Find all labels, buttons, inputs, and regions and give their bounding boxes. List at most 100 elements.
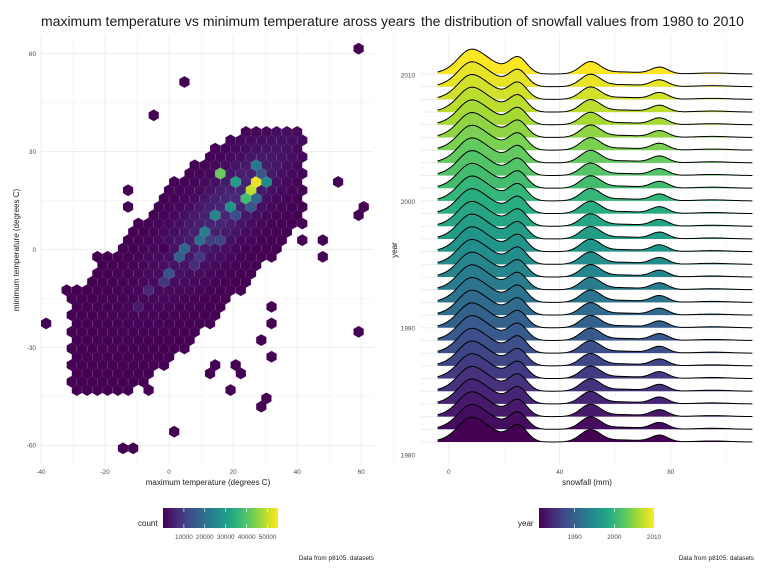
hexbin-x-tick-label: -20 <box>100 469 110 476</box>
hexbin-x-ticks: -40 -20 0 20 40 60 <box>36 469 365 476</box>
ridge-fill-1984 <box>437 379 753 404</box>
hexbin-cell <box>158 275 170 288</box>
hexbin-cell <box>266 350 277 363</box>
ridge-line-1998 <box>437 200 753 227</box>
ridge-fill-1993 <box>437 264 753 290</box>
ridge-line-1987 <box>437 340 753 367</box>
hexbin-cell <box>209 358 221 372</box>
ridge-line-2010 <box>437 48 753 75</box>
hexbin-cell <box>317 234 329 247</box>
hexbin-cell <box>92 250 103 263</box>
ridge-fill-1990 <box>437 302 753 328</box>
hexbin-cell <box>266 317 277 330</box>
year-legend: year 1990 2000 2010 <box>518 508 662 541</box>
hexbin-cell <box>256 334 267 347</box>
ridge-line-1982 <box>437 403 753 430</box>
ridgeline-x-tick-label: 40 <box>556 469 564 476</box>
ridgeline-caption: Data from p8105. datasets <box>679 555 754 562</box>
hexbin-x-tick-label: 40 <box>294 469 302 476</box>
ridge-fill-1996 <box>437 226 753 252</box>
ridge-fill-1991 <box>437 290 753 316</box>
ridge-line-1994 <box>437 251 753 278</box>
hexbin-cell <box>143 284 154 297</box>
hexbin-cell <box>158 242 170 255</box>
count-legend-title: count <box>138 519 158 528</box>
ridge-fill-2010 <box>437 49 753 74</box>
hexbin-cell <box>179 75 190 89</box>
hexbin-y-tick-label: -60 <box>27 443 37 450</box>
hexbin-cell <box>168 425 180 438</box>
ridge-fill-2008 <box>437 74 753 100</box>
ridge-line-1983 <box>437 391 753 418</box>
hexbin-cell <box>143 367 154 380</box>
hexbin-cell <box>230 175 241 189</box>
ridge-fill-1995 <box>437 239 753 265</box>
ridgeline-x-tick-label: 80 <box>667 469 675 476</box>
ridge-fill-2000 <box>437 175 753 201</box>
year-legend-tick-label: 1990 <box>568 534 583 541</box>
ridge-fill-1982 <box>437 404 753 430</box>
ridgeline-x-axis-label: snowfall (mm) <box>562 478 612 487</box>
ridgeline-y-tick-label: 2010 <box>401 72 416 79</box>
hexbin-cell <box>61 284 72 297</box>
count-legend-ticks: 10000 20000 30000 40000 50000 <box>175 508 277 541</box>
ridgeline-y-tick-label: 1980 <box>401 452 416 459</box>
hexbin-y-ticks: -60 -30 0 30 60 <box>27 51 37 450</box>
ridge-fill-2005 <box>437 112 753 138</box>
hexbin-cell <box>189 259 200 272</box>
year-legend-tick-label: 2000 <box>607 534 622 541</box>
ridgeline-y-axis-label: year <box>390 242 399 258</box>
ridge-line-2004 <box>437 124 753 151</box>
hexbin-cell <box>86 292 98 305</box>
hexbin-cell <box>122 184 134 197</box>
ridge-line-2006 <box>437 99 753 126</box>
ridge-fill-2003 <box>437 137 753 163</box>
count-legend-tick-label: 40000 <box>238 534 256 541</box>
hexbin-x-tick-label: -40 <box>36 469 46 476</box>
hexbin-cell <box>317 250 329 263</box>
year-legend-colorbar <box>539 508 654 528</box>
hexbin-cell <box>332 175 344 189</box>
ridge-line-2000 <box>437 175 753 202</box>
hexbin-cell <box>235 367 247 380</box>
ridge-line-1992 <box>437 277 753 303</box>
ridge-fill-1985 <box>437 366 753 392</box>
hexbin-cell <box>143 383 154 397</box>
count-legend-tick-label: 30000 <box>217 534 235 541</box>
ridge-line-2003 <box>437 137 753 164</box>
ridge-fill-2007 <box>437 87 753 113</box>
year-legend-title: year <box>518 519 534 528</box>
hexbin-x-tick-label: 0 <box>167 469 171 476</box>
count-legend-tick-label: 50000 <box>259 534 277 541</box>
ridge-line-1986 <box>437 353 753 380</box>
hexbin-cell <box>245 200 257 213</box>
hexbin-cell <box>230 209 241 222</box>
hexbin-x-tick-label: 20 <box>230 469 238 476</box>
hexbin-cell <box>266 300 277 313</box>
hexbin-caption: Data from p8105. datasets <box>299 555 374 562</box>
ridge-line-1989 <box>437 315 753 341</box>
ridge-fill-1988 <box>437 328 753 354</box>
ridge-line-1985 <box>437 365 753 392</box>
hexbin-cell <box>127 442 139 455</box>
hexbin-cell <box>122 200 134 213</box>
count-legend-colorbar <box>163 508 278 528</box>
ridge-fill-2009 <box>437 61 753 87</box>
ridge-fill-2006 <box>437 99 753 125</box>
count-legend: count 10000 20000 30000 40000 50000 <box>138 508 278 541</box>
hexbin-y-tick-label: 0 <box>32 247 36 254</box>
ridge-line-1993 <box>437 264 753 291</box>
ridge-line-2001 <box>437 162 753 189</box>
ridge-line-2005 <box>437 112 753 138</box>
ridgeline-y-tick-label: 1990 <box>401 326 416 333</box>
ridge-line-1999 <box>437 188 753 215</box>
ridge-fill-1983 <box>437 391 753 417</box>
ridge-line-1988 <box>437 327 753 354</box>
hexbin-cell <box>291 125 303 139</box>
hexbin-cell <box>209 209 221 222</box>
hexbin-y-tick-label: 60 <box>29 51 37 58</box>
hexbin-y-axis-label: minimum temperature (degrees C) <box>12 189 21 312</box>
year-legend-ticks: 1990 2000 2010 <box>568 508 662 541</box>
hexbin-cell <box>148 109 159 122</box>
hexbin-cell <box>40 317 52 330</box>
